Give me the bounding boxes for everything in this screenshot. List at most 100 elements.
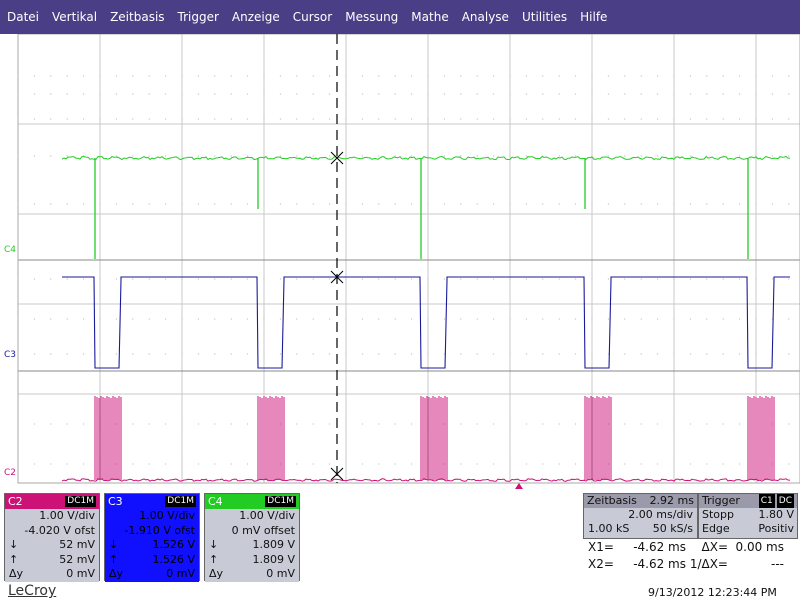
- menu-item-trigger[interactable]: Trigger: [177, 10, 219, 24]
- grid-dot: [66, 75, 68, 77]
- channel-dy-value: 0 mV: [66, 567, 95, 580]
- grid-dot: [575, 423, 577, 425]
- grid-dot: [460, 278, 462, 280]
- menu-item-utilities[interactable]: Utilities: [521, 10, 568, 24]
- grid-dot: [99, 423, 101, 425]
- grid-dot: [50, 75, 52, 77]
- trace-c3: [62, 276, 790, 369]
- grid-dot: [558, 463, 560, 465]
- timebase-panel[interactable]: Zeitbasis 2.92 ms 2.00 ms/div 1.00 kS 50…: [583, 493, 698, 539]
- grid-dot: [148, 463, 150, 465]
- grid-dot: [247, 318, 249, 320]
- grid-dot: [689, 155, 692, 157]
- waveform-display[interactable]: C4 C3 C2: [0, 34, 800, 489]
- grid-dot: [132, 155, 134, 157]
- grid-dot: [361, 75, 363, 77]
- grid-dot: [148, 93, 150, 95]
- grid-dot: [558, 118, 560, 120]
- grid-dot: [640, 75, 642, 77]
- grid-dot: [361, 318, 363, 320]
- grid-dot: [99, 318, 101, 320]
- grid-dot: [411, 118, 413, 120]
- cursor-down-icon: ↓: [209, 538, 219, 551]
- x2-label: X2=: [588, 557, 614, 571]
- dx-label: ΔX=: [701, 540, 728, 554]
- grid-dot: [525, 118, 528, 120]
- channel-panel-c4[interactable]: C4 DC1M 1.00 V/div 0 mV offset ↓ 1.809 V ↑ 1.80…: [204, 493, 300, 582]
- grid-dot: [361, 353, 363, 355]
- menu-item-mathe[interactable]: Mathe: [411, 10, 449, 24]
- channel-name: C2: [8, 495, 23, 508]
- grid-dot: [394, 155, 396, 157]
- menu-item-zeitbasis[interactable]: Zeitbasis: [110, 10, 165, 24]
- grid-dot: [755, 118, 757, 120]
- grid-dot: [771, 278, 774, 280]
- channel-dy-value: 0 mV: [166, 567, 195, 580]
- grid-dot: [165, 93, 167, 95]
- grid-dot: [378, 203, 380, 205]
- grid-dot: [230, 203, 232, 205]
- grid-dot: [329, 93, 331, 95]
- channel-up-value: 1.526 V: [152, 552, 195, 566]
- grid-dot: [214, 353, 216, 355]
- grid-dot: [591, 75, 593, 77]
- channel-panel-c2[interactable]: C2 DC1M 1.00 V/div -4.020 V ofst ↓ 52 mV ↑ 52 m…: [4, 493, 100, 582]
- grid-dot: [230, 278, 232, 280]
- grid-dot: [66, 203, 68, 205]
- grid-dot: [181, 318, 183, 320]
- cursor-readout: X1= -4.62 ms ΔX= 0.00 ms X2= -4.62 ms 1/…: [588, 540, 798, 572]
- grid-dot: [181, 203, 183, 205]
- grid-dot: [181, 423, 183, 425]
- grid-dot: [148, 203, 150, 205]
- menu-item-analyse[interactable]: Analyse: [461, 10, 509, 24]
- grid-dot: [443, 278, 445, 280]
- grid-dot: [263, 118, 265, 120]
- trigger-panel[interactable]: Trigger C1 DC Stopp 1.80 V Edge Positiv: [698, 493, 798, 539]
- grid-dot: [493, 463, 495, 465]
- grid-dot: [689, 423, 692, 425]
- menu-item-hilfe[interactable]: Hilfe: [580, 10, 608, 24]
- channel-panel-c3[interactable]: C3 DC1M 1.00 V/div -1.910 V ofst ↓ 1.526 V ↑ 1.…: [104, 493, 200, 582]
- menu-item-cursor[interactable]: Cursor: [292, 10, 333, 24]
- grid-dot: [673, 463, 675, 465]
- grid-dot: [66, 93, 68, 95]
- grid-dot: [345, 353, 347, 355]
- menu-item-vertikal[interactable]: Vertikal: [52, 10, 98, 24]
- grid-dot: [607, 93, 610, 95]
- grid-dot: [722, 278, 724, 280]
- menu-item-datei[interactable]: Datei: [7, 10, 40, 24]
- grid-dot: [722, 463, 724, 465]
- grid-dot: [689, 318, 692, 320]
- grid-dot: [689, 93, 692, 95]
- grid-dot: [607, 318, 610, 320]
- grid-dot: [624, 278, 626, 280]
- cursor-up-icon: ↑: [9, 552, 19, 566]
- grid-dot: [525, 75, 528, 77]
- menu-item-messung[interactable]: Messung: [345, 10, 399, 24]
- grid-dot: [460, 318, 462, 320]
- trace-label-c3: C3: [4, 350, 16, 360]
- grid-dot: [312, 318, 314, 320]
- grid-dot: [788, 93, 790, 95]
- grid-dot: [739, 203, 741, 205]
- grid-dot: [33, 353, 36, 355]
- grid-dot: [132, 203, 134, 205]
- grid-dot: [115, 93, 117, 95]
- menu-item-anzeige[interactable]: Anzeige: [231, 10, 280, 24]
- grid-dot: [493, 75, 495, 77]
- grid-dot: [66, 463, 68, 465]
- grid-dot: [378, 118, 380, 120]
- grid-dot: [66, 353, 68, 355]
- grid-dot: [689, 463, 692, 465]
- grid-dot: [476, 93, 478, 95]
- grid-dot: [115, 118, 117, 120]
- grid-dot: [493, 353, 495, 355]
- grid-dot: [722, 155, 724, 157]
- grid-dot: [148, 118, 150, 120]
- grid-dot: [493, 423, 495, 425]
- trigger-mode: Stopp: [702, 508, 734, 521]
- channel-scale: 1.00 V/div: [39, 509, 95, 522]
- grid-dot: [657, 353, 659, 355]
- grid-dot: [165, 278, 167, 280]
- grid-background: [0, 34, 800, 489]
